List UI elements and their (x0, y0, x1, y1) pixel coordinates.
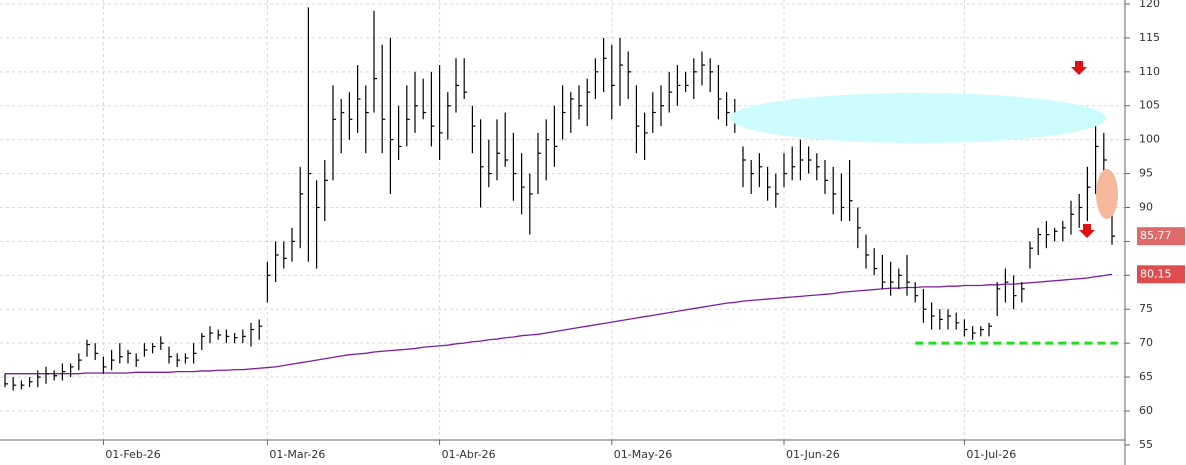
highlight-zone (1096, 169, 1118, 219)
x-tick-label: 01-Jun-26 (786, 448, 840, 461)
x-tick-label: 01-May-26 (614, 448, 672, 461)
plot-area: 55606570758085909510010511011512001-Feb-… (0, 0, 1160, 465)
y-tick-label: 55 (1139, 438, 1153, 451)
x-tick-label: 01-Mar-26 (269, 448, 325, 461)
x-tick-label: 01-Jul-26 (966, 448, 1016, 461)
y-tick-label: 110 (1139, 65, 1160, 78)
x-tick-label: 01-Abr-26 (442, 448, 496, 461)
arrow-down (1071, 61, 1087, 75)
y-tick-label: 120 (1139, 0, 1160, 10)
y-tick-label: 90 (1139, 200, 1153, 213)
price-tag-label: 85,77 (1140, 229, 1172, 242)
y-tick-label: 70 (1139, 336, 1153, 349)
annotations (730, 61, 1118, 238)
price-tag-label: 80,15 (1140, 267, 1172, 280)
arrow-down (1079, 224, 1095, 238)
y-tick-label: 105 (1139, 99, 1160, 112)
y-tick-label: 65 (1139, 370, 1153, 383)
y-tick-label: 100 (1139, 133, 1160, 146)
y-tick-label: 115 (1139, 31, 1160, 44)
price-tag (1137, 227, 1185, 246)
y-tick-label: 95 (1139, 167, 1153, 180)
moving-average-line (5, 273, 1113, 375)
x-tick-label: 01-Feb-26 (105, 448, 160, 461)
y-tick-label: 75 (1139, 302, 1153, 315)
highlight-zone (730, 93, 1106, 143)
price-tag (1137, 265, 1185, 284)
y-tick-label: 60 (1139, 404, 1153, 417)
